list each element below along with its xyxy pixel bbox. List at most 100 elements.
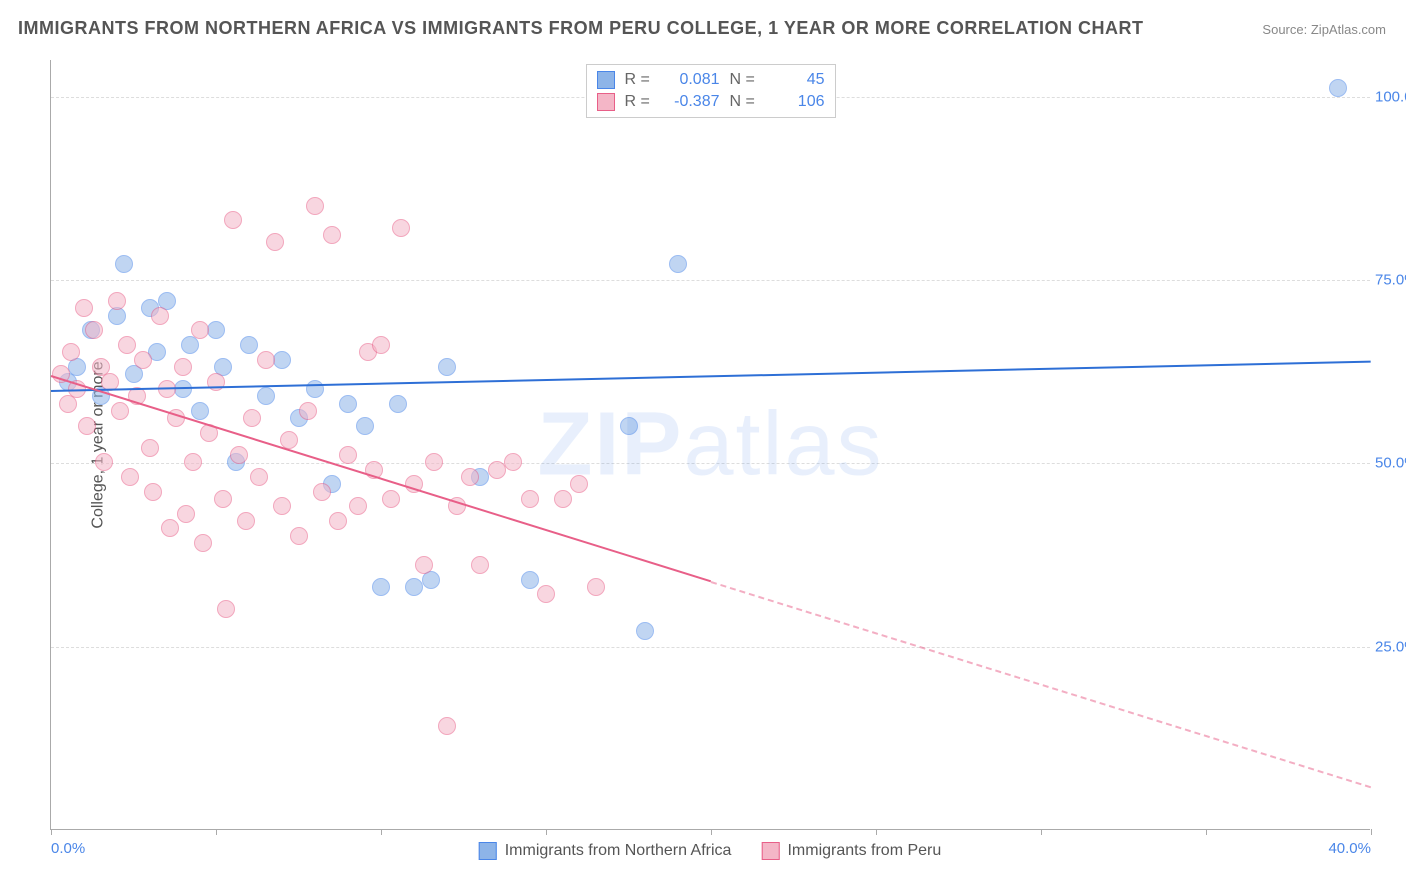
- x-tick-label: 40.0%: [1328, 840, 1371, 857]
- scatter-point: [521, 490, 539, 508]
- scatter-point: [306, 380, 324, 398]
- scatter-point: [230, 446, 248, 464]
- legend-correlation-row: R =0.081N =45: [597, 69, 825, 91]
- scatter-point: [118, 336, 136, 354]
- x-tick: [381, 829, 382, 835]
- x-tick: [216, 829, 217, 835]
- scatter-point: [194, 534, 212, 552]
- scatter-point: [177, 505, 195, 523]
- scatter-point: [237, 512, 255, 530]
- n-label: N =: [730, 71, 760, 89]
- scatter-point: [257, 351, 275, 369]
- scatter-point: [356, 417, 374, 435]
- legend-swatch: [761, 842, 779, 860]
- scatter-point: [382, 490, 400, 508]
- x-tick-label: 0.0%: [51, 840, 85, 857]
- scatter-point: [521, 571, 539, 589]
- gridline: [51, 463, 1370, 464]
- x-tick: [51, 829, 52, 835]
- scatter-point: [669, 255, 687, 273]
- scatter-point: [372, 578, 390, 596]
- scatter-point: [111, 402, 129, 420]
- legend-swatch: [479, 842, 497, 860]
- scatter-point: [121, 468, 139, 486]
- scatter-point: [266, 233, 284, 251]
- plot-region: ZIPatlas R =0.081N =45R =-0.387N =106 25…: [50, 60, 1370, 830]
- scatter-point: [306, 197, 324, 215]
- scatter-point: [587, 578, 605, 596]
- scatter-point: [161, 519, 179, 537]
- scatter-point: [620, 417, 638, 435]
- scatter-point: [184, 453, 202, 471]
- scatter-point: [75, 299, 93, 317]
- scatter-point: [151, 307, 169, 325]
- scatter-point: [134, 351, 152, 369]
- scatter-point: [224, 211, 242, 229]
- scatter-point: [217, 600, 235, 618]
- scatter-point: [405, 578, 423, 596]
- y-tick-label: 50.0%: [1375, 455, 1406, 472]
- scatter-point: [488, 461, 506, 479]
- scatter-point: [554, 490, 572, 508]
- source-label: Source:: [1262, 22, 1307, 37]
- scatter-point: [438, 358, 456, 376]
- scatter-point: [392, 219, 410, 237]
- scatter-point: [372, 336, 390, 354]
- scatter-point: [349, 497, 367, 515]
- scatter-point: [1329, 79, 1347, 97]
- x-tick: [546, 829, 547, 835]
- scatter-point: [290, 527, 308, 545]
- scatter-point: [425, 453, 443, 471]
- watermark-rest: atlas: [683, 394, 883, 494]
- scatter-point: [85, 321, 103, 339]
- scatter-point: [191, 402, 209, 420]
- legend-series-label: Immigrants from Northern Africa: [505, 842, 732, 860]
- scatter-point: [191, 321, 209, 339]
- scatter-point: [250, 468, 268, 486]
- n-label: N =: [730, 93, 760, 111]
- legend-series-item: Immigrants from Northern Africa: [479, 842, 732, 860]
- scatter-point: [339, 395, 357, 413]
- scatter-point: [115, 255, 133, 273]
- scatter-point: [144, 483, 162, 501]
- chart-area: College, 1 year or more ZIPatlas R =0.08…: [50, 60, 1370, 830]
- source-attribution: Source: ZipAtlas.com: [1262, 22, 1386, 37]
- scatter-point: [108, 292, 126, 310]
- x-tick: [1371, 829, 1372, 835]
- scatter-point: [636, 622, 654, 640]
- legend-swatch: [597, 93, 615, 111]
- legend-swatch: [597, 71, 615, 89]
- scatter-point: [240, 336, 258, 354]
- y-tick-label: 25.0%: [1375, 638, 1406, 655]
- scatter-point: [323, 226, 341, 244]
- scatter-point: [78, 417, 96, 435]
- trend-line-extrapolated: [711, 581, 1372, 788]
- scatter-point: [339, 446, 357, 464]
- y-tick-label: 100.0%: [1375, 88, 1406, 105]
- x-tick: [876, 829, 877, 835]
- chart-title: IMMIGRANTS FROM NORTHERN AFRICA VS IMMIG…: [18, 18, 1144, 39]
- scatter-point: [62, 343, 80, 361]
- series-legend: Immigrants from Northern Africa Immigrant…: [479, 842, 942, 860]
- scatter-point: [329, 512, 347, 530]
- scatter-point: [299, 402, 317, 420]
- scatter-point: [471, 556, 489, 574]
- trend-line: [51, 375, 712, 582]
- r-value: 0.081: [665, 71, 720, 89]
- scatter-point: [243, 409, 261, 427]
- x-tick: [1041, 829, 1042, 835]
- correlation-legend: R =0.081N =45R =-0.387N =106: [586, 64, 836, 118]
- source-value: ZipAtlas.com: [1311, 22, 1386, 37]
- legend-series-label: Immigrants from Peru: [787, 842, 941, 860]
- trend-line: [51, 361, 1371, 392]
- watermark-bold: ZIP: [537, 394, 683, 494]
- x-tick: [711, 829, 712, 835]
- scatter-point: [537, 585, 555, 603]
- scatter-point: [389, 395, 407, 413]
- watermark: ZIPatlas: [537, 393, 883, 496]
- legend-series-item: Immigrants from Peru: [761, 842, 941, 860]
- scatter-point: [141, 439, 159, 457]
- scatter-point: [95, 453, 113, 471]
- scatter-point: [273, 497, 291, 515]
- scatter-point: [207, 321, 225, 339]
